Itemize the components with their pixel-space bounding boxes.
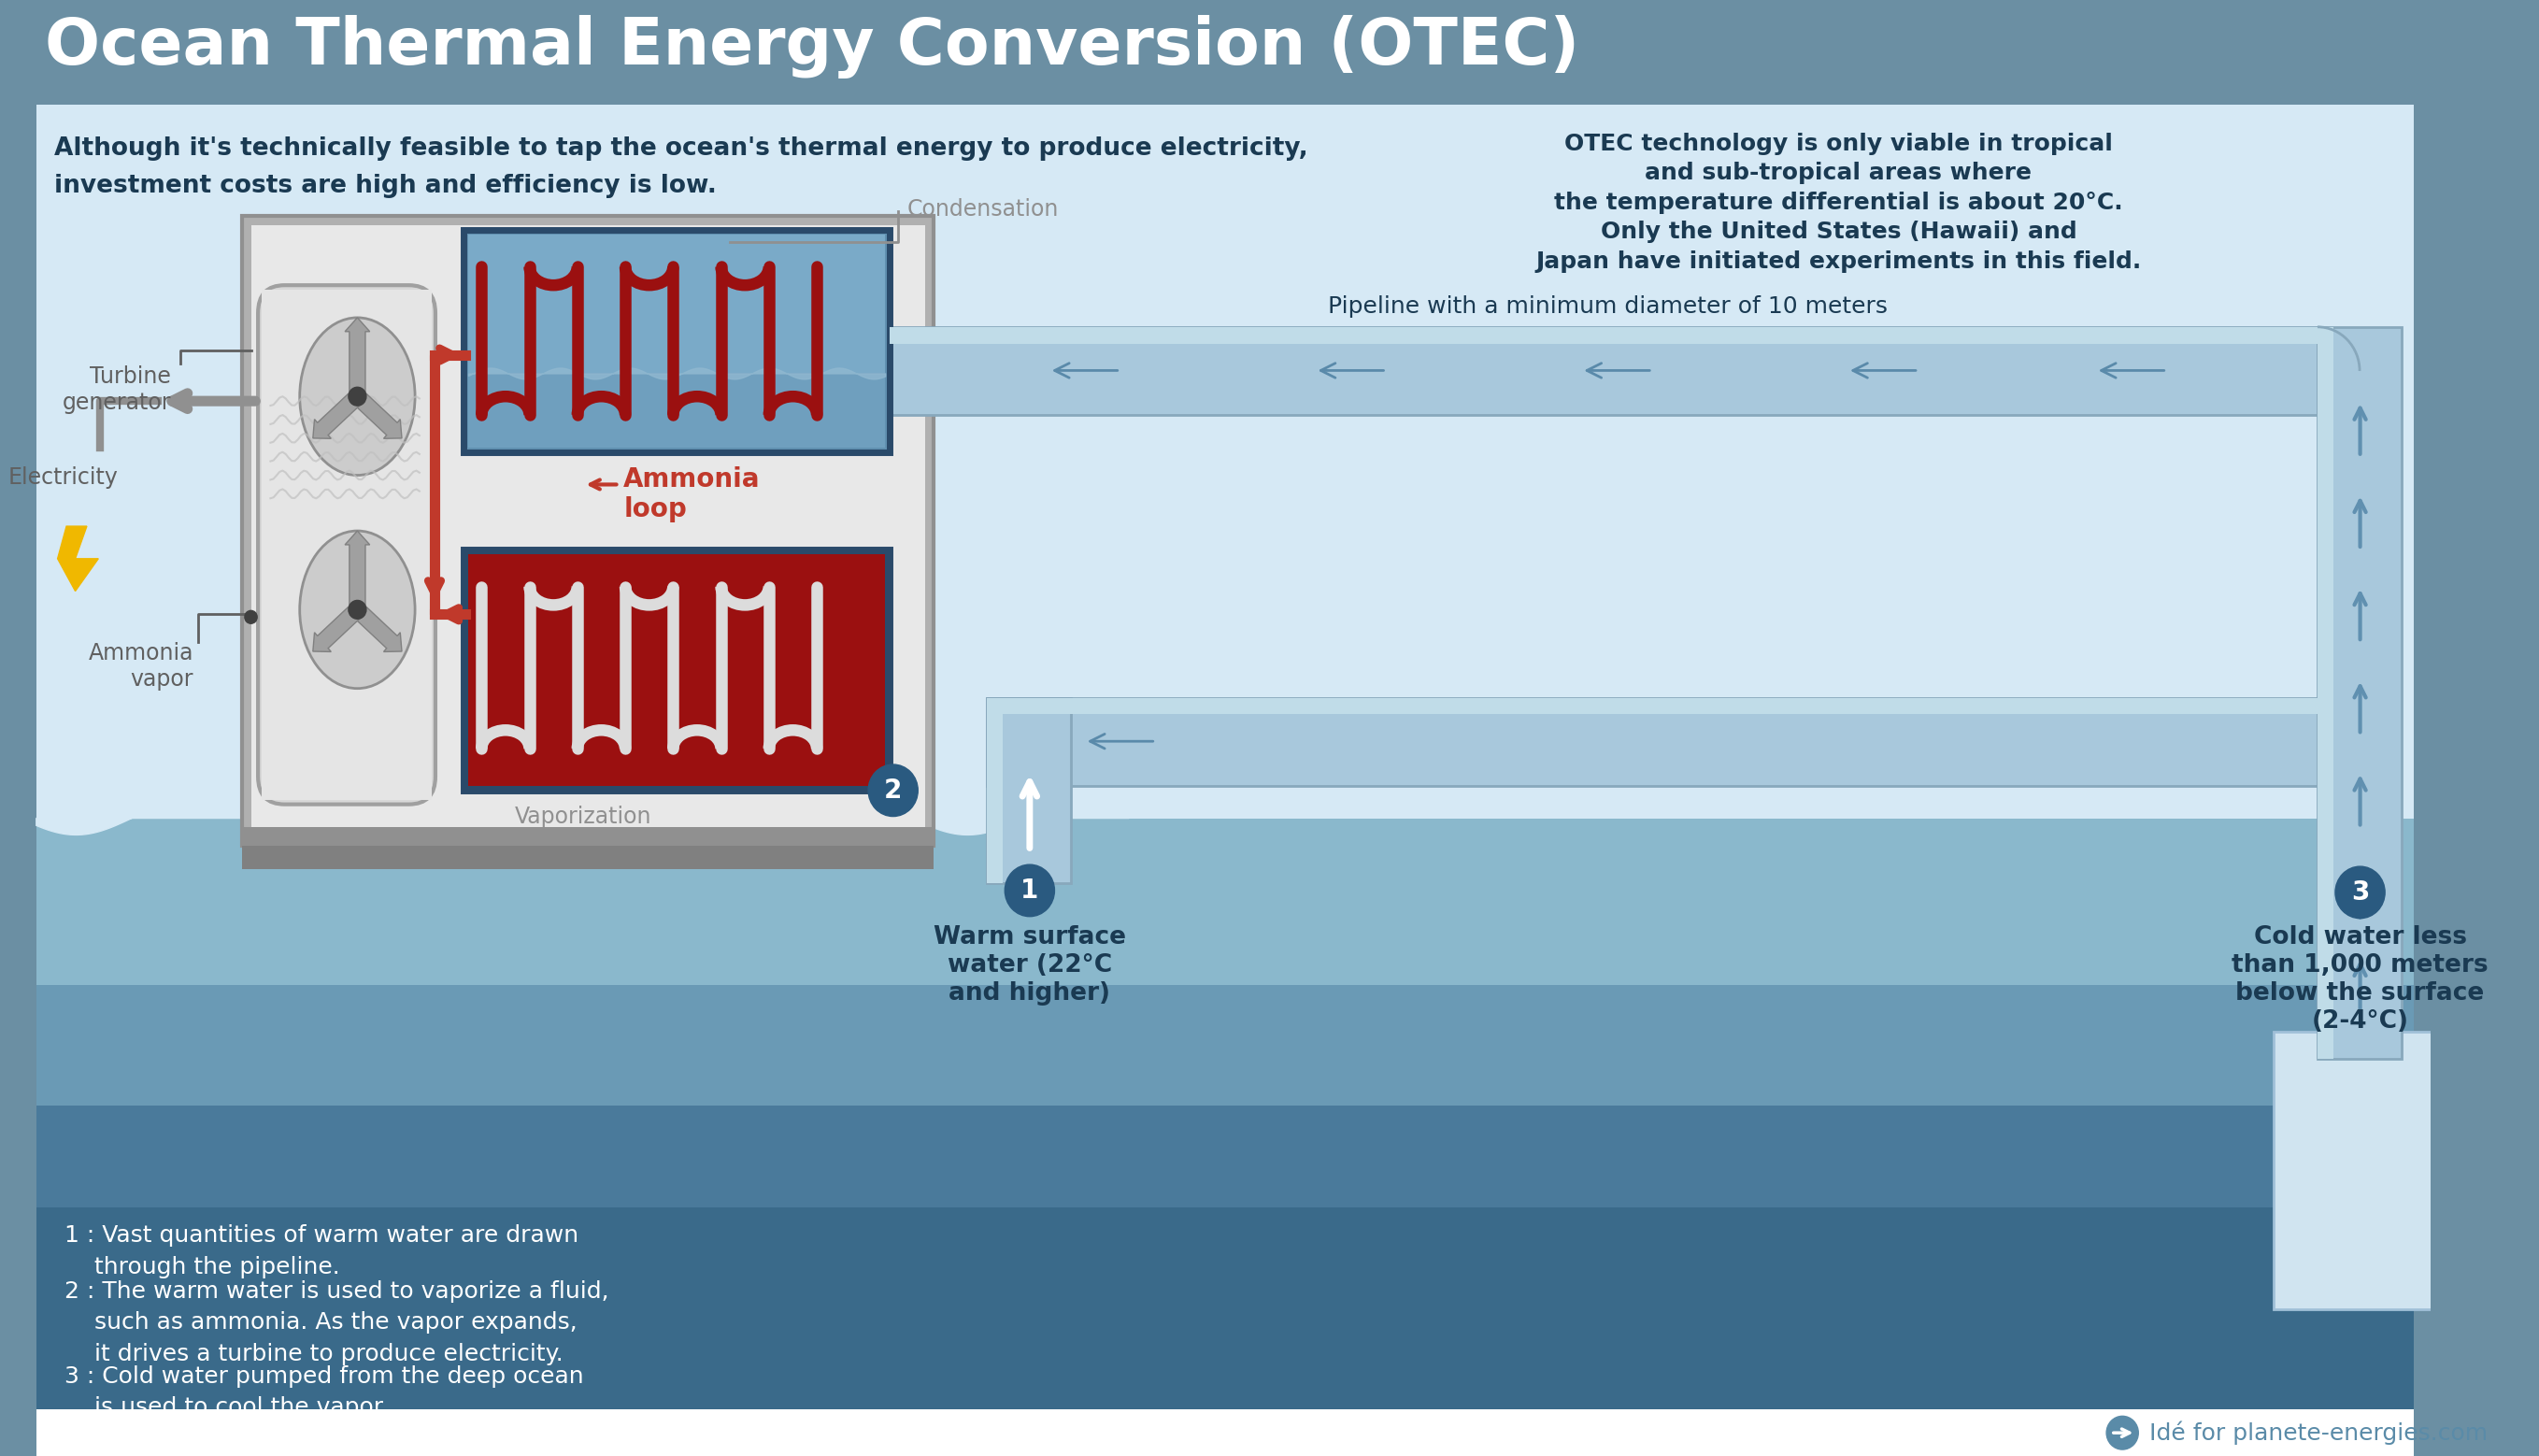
FancyArrow shape: [353, 390, 401, 438]
Bar: [467, 555, 886, 786]
Bar: [2318, 328, 2402, 1060]
Bar: [241, 215, 934, 846]
Bar: [36, 1207, 2415, 1409]
Circle shape: [868, 764, 919, 817]
Circle shape: [2107, 1417, 2138, 1450]
Bar: [241, 827, 934, 860]
Text: Vaporization: Vaporization: [515, 805, 653, 827]
Circle shape: [2336, 866, 2384, 919]
FancyArrow shape: [353, 603, 401, 652]
Text: Ocean Thermal Energy Conversion (OTEC): Ocean Thermal Energy Conversion (OTEC): [46, 15, 1579, 79]
FancyArrow shape: [312, 603, 363, 652]
Text: 1 : Vast quantities of warm water are drawn
    through the pipeline.: 1 : Vast quantities of warm water are dr…: [63, 1224, 579, 1278]
Ellipse shape: [300, 317, 414, 475]
Text: 1: 1: [1021, 878, 1038, 904]
FancyBboxPatch shape: [259, 285, 434, 804]
Bar: [36, 986, 2415, 1207]
Circle shape: [348, 387, 366, 406]
Polygon shape: [36, 802, 1130, 834]
Bar: [465, 549, 889, 791]
Bar: [20, 12, 2430, 105]
Bar: [241, 846, 934, 869]
Text: Condensation: Condensation: [906, 198, 1059, 220]
Text: Pipeline with a minimum diameter of 10 meters: Pipeline with a minimum diameter of 10 m…: [1328, 296, 1889, 317]
Bar: [36, 1409, 2415, 1456]
FancyArrow shape: [312, 390, 363, 438]
Bar: [889, 328, 2318, 344]
Text: Cold water less
than 1,000 meters
below the surface
(2-4°C): Cold water less than 1,000 meters below …: [2232, 925, 2488, 1034]
Bar: [988, 697, 2318, 786]
Text: Idé for planete-energies.com: Idé for planete-energies.com: [2148, 1421, 2488, 1444]
Bar: [465, 230, 889, 451]
Text: Electricity: Electricity: [8, 466, 117, 488]
Bar: [36, 1105, 2415, 1411]
FancyArrow shape: [345, 317, 371, 396]
Text: 3 : Cold water pumped from the deep ocean
    is used to cool the vapor.: 3 : Cold water pumped from the deep ocea…: [63, 1366, 584, 1420]
Text: OTEC technology is only viable in tropical
and sub-tropical areas where
the temp: OTEC technology is only viable in tropic…: [1536, 132, 2140, 272]
Bar: [251, 224, 924, 837]
Bar: [262, 290, 432, 799]
Text: Ammonia
loop: Ammonia loop: [625, 466, 759, 523]
Bar: [36, 818, 2415, 1096]
Text: 2 : The warm water is used to vaporize a fluid,
    such as ammonia. As the vapo: 2 : The warm water is used to vaporize a…: [63, 1280, 609, 1364]
Bar: [467, 373, 886, 447]
Polygon shape: [58, 526, 99, 591]
Bar: [2272, 1031, 2448, 1309]
Bar: [988, 697, 2318, 715]
Text: 3: 3: [2351, 879, 2369, 906]
Text: 2: 2: [884, 778, 901, 804]
Text: Turbine
generator: Turbine generator: [63, 365, 170, 415]
Ellipse shape: [300, 531, 414, 689]
Text: investment costs are high and efficiency is low.: investment costs are high and efficiency…: [53, 173, 716, 198]
Circle shape: [1005, 865, 1054, 916]
Circle shape: [244, 610, 256, 623]
Text: Warm surface
water (22°C
and higher): Warm surface water (22°C and higher): [934, 925, 1125, 1005]
Bar: [988, 697, 1003, 884]
Bar: [988, 697, 1071, 884]
Bar: [467, 234, 886, 447]
Text: Ammonia
vapor: Ammonia vapor: [89, 642, 193, 690]
Bar: [889, 328, 2318, 415]
FancyArrow shape: [345, 531, 371, 610]
Circle shape: [348, 600, 366, 619]
Bar: [2318, 328, 2333, 1060]
Text: Although it's technically feasible to tap the ocean's thermal energy to produce : Although it's technically feasible to ta…: [53, 137, 1308, 162]
